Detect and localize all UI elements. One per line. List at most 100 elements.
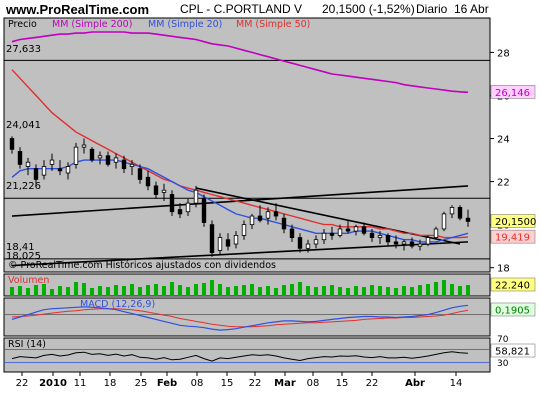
volume-bar	[386, 287, 390, 296]
candle-body	[465, 217, 471, 222]
xtick-label-14: 14	[450, 378, 463, 389]
candle	[313, 235, 319, 249]
candle-body	[369, 232, 375, 238]
volume-bar	[394, 288, 398, 296]
candle-body	[409, 241, 415, 247]
xtick-label-11: 15	[336, 378, 349, 389]
candle	[305, 239, 311, 253]
candle	[257, 205, 263, 223]
candle	[433, 226, 439, 240]
volume-bar	[58, 286, 62, 296]
volume-bar	[402, 286, 406, 296]
candle	[145, 170, 151, 191]
candle	[265, 207, 271, 225]
rsi-line	[11, 351, 469, 362]
level-label-0: 27,633	[6, 44, 41, 55]
candle-body	[273, 211, 279, 217]
candle	[57, 160, 63, 176]
volume-bar	[226, 287, 230, 296]
chart-header: CPL - C.PORTLAND V 20,1500 (-1,52%) Diar…	[180, 2, 489, 16]
candle-body	[249, 215, 255, 226]
rsi-tick-70: 70	[497, 335, 509, 345]
volume-bar	[298, 282, 302, 296]
candle	[49, 153, 55, 171]
candle	[369, 228, 375, 242]
candle	[377, 231, 383, 245]
candle	[73, 142, 79, 169]
trendline-1	[11, 241, 469, 267]
candle-body	[113, 157, 119, 163]
candle	[281, 213, 287, 234]
candle	[401, 239, 407, 251]
volume-bar	[314, 287, 318, 296]
price-plot-area	[4, 31, 490, 267]
legend-item-1: MM (Simple 200)	[52, 19, 132, 30]
volume-bar	[18, 286, 22, 296]
candle	[225, 233, 231, 251]
candle-body	[321, 232, 327, 241]
candle	[385, 233, 391, 247]
candle-body	[49, 159, 55, 165]
volume-bar	[266, 286, 270, 296]
macd-badge-box	[490, 302, 536, 317]
xtick-label-12: 22	[366, 378, 379, 389]
legend-item-3: MM (Simple 50)	[236, 19, 310, 30]
volume-bar	[282, 285, 286, 296]
candle	[137, 164, 143, 184]
price-annotations: Precio MM (Simple 200) MM (Simple 20) MM (S…	[6, 19, 310, 350]
candle-body	[65, 166, 71, 174]
volume-bar	[194, 284, 198, 296]
symbol-title: CPL - C.PORTLAND V	[180, 2, 302, 16]
candle-body	[129, 163, 135, 167]
volume-bar	[186, 287, 190, 296]
candle	[217, 233, 223, 255]
volume-bar	[410, 287, 414, 296]
macd-signal-line	[11, 308, 469, 328]
macd-line	[11, 304, 469, 331]
volume-bar	[26, 288, 30, 296]
candle	[345, 220, 351, 234]
candle	[209, 220, 215, 257]
candle	[97, 151, 103, 165]
macd-plot-area	[4, 304, 490, 331]
candle-body	[177, 209, 183, 215]
rsi-legend: RSI (14)	[8, 339, 46, 350]
volume-bar	[354, 286, 358, 296]
level-label-3: 18,41	[6, 242, 35, 253]
ytick-label-2: 22	[497, 178, 510, 189]
xtick-label-7: 15	[221, 378, 234, 389]
candle-body	[297, 237, 303, 249]
candle	[81, 138, 87, 154]
candle-body	[209, 224, 215, 254]
candle-body	[233, 235, 239, 245]
volume-bar	[34, 285, 38, 296]
volume-bar	[434, 282, 438, 296]
sma50-line	[11, 69, 469, 239]
candle	[233, 231, 239, 249]
candle-body	[257, 215, 263, 221]
candle	[201, 194, 207, 227]
candle	[409, 237, 415, 249]
candle	[441, 211, 447, 232]
candle	[241, 220, 247, 240]
volume-bar	[258, 287, 262, 296]
volume-bar	[170, 282, 174, 296]
volume-bar	[242, 285, 246, 296]
candle	[65, 162, 71, 180]
candle-body	[201, 198, 207, 223]
volume-bar	[274, 288, 278, 296]
candle-body	[401, 241, 407, 245]
candle	[465, 209, 471, 227]
level-label-4: 18,025	[6, 251, 41, 262]
candle	[177, 203, 183, 219]
candle	[113, 153, 119, 169]
volume-badge-box	[490, 277, 536, 292]
volume-bar	[330, 285, 334, 296]
volume-bar	[10, 287, 14, 296]
volume-bar	[234, 286, 238, 296]
volume-bar	[42, 284, 46, 296]
candle	[17, 147, 23, 169]
macd-legend: MACD (12,26,9)	[80, 299, 155, 310]
candle-body	[385, 235, 391, 243]
